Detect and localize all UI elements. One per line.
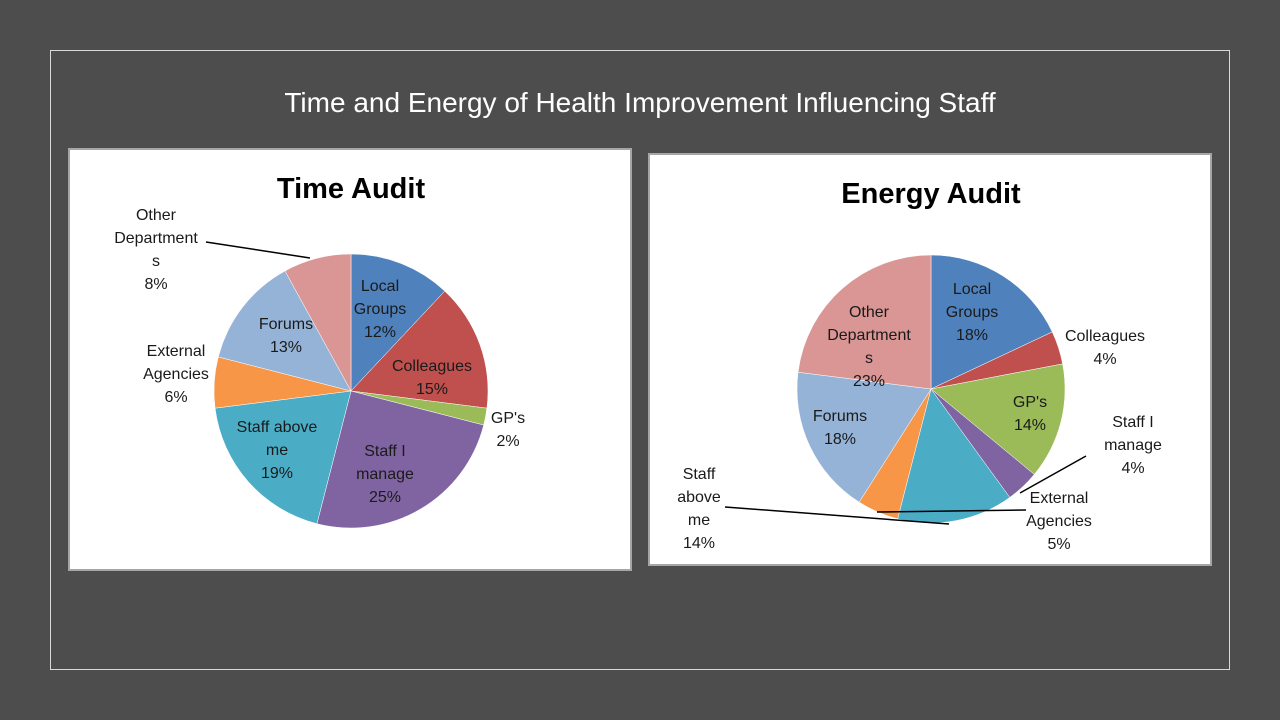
energy-audit-slice-other-department-s — [797, 254, 932, 390]
time-audit-label-staff-above-me: Staff above me 19% — [237, 419, 318, 482]
energy-audit-slice-gp-s — [930, 363, 1066, 475]
energy-audit-pie-svg: Energy Audit Local Groups 18% Colleagues 4% GP… — [677, 178, 1162, 553]
time-audit-label-local-groups: Local Groups 12% — [354, 278, 406, 341]
time-audit-leader-other-department-s — [205, 241, 311, 259]
energy-audit-label-staff-above-me: Staff above me 14% — [677, 466, 721, 552]
time-audit-label-forums: Forums 13% — [259, 316, 313, 356]
time-audit-label-external-agencies: External Agencies 6% — [143, 343, 209, 406]
time-audit-chart: Time Audit Local Groups 12% Colleagues 15% GP'… — [68, 148, 632, 571]
time-audit-slice-colleagues — [350, 290, 489, 409]
time-audit-label-other-department-s: Other Department s 8% — [114, 207, 198, 293]
energy-audit-slice-local-groups — [930, 254, 1053, 390]
time-audit-slice-forums — [217, 270, 352, 392]
energy-audit-label-local-groups: Local Groups 18% — [946, 281, 998, 344]
energy-audit-label-other-department-s: Other Department s 23% — [827, 304, 911, 390]
time-audit-label-gp-s: GP's 2% — [491, 410, 525, 450]
energy-audit-leader-staff-above-me — [724, 506, 950, 525]
energy-audit-leader-staff-i-manage — [1019, 455, 1087, 494]
energy-audit-slice-forums — [796, 371, 932, 503]
energy-audit-chart: Energy Audit Local Groups 18% Colleagues 4% GP… — [648, 153, 1212, 566]
energy-audit-label-external-agencies: External Agencies 5% — [1026, 490, 1092, 553]
time-audit-label-colleagues: Colleagues 15% — [392, 358, 472, 398]
time-audit-slice-other-department-s — [284, 253, 352, 392]
time-audit-slice-staff-i-manage — [316, 390, 485, 529]
time-audit-slice-local-groups — [350, 253, 446, 392]
time-audit-title: Time Audit — [277, 173, 426, 205]
energy-audit-label-gp-s: GP's 14% — [1013, 394, 1047, 434]
time-audit-slice-staff-above-me — [214, 390, 352, 525]
energy-audit-label-forums: Forums 18% — [813, 408, 867, 448]
energy-audit-leader-external-agencies — [876, 509, 1027, 513]
time-audit-pie-svg: Time Audit Local Groups 12% Colleagues 15% GP'… — [114, 173, 525, 529]
energy-audit-title: Energy Audit — [841, 178, 1021, 210]
slide-frame: Time and Energy of Health Improvement In… — [50, 50, 1230, 670]
energy-audit-label-colleagues: Colleagues 4% — [1065, 328, 1145, 368]
slide-title: Time and Energy of Health Improvement In… — [284, 87, 996, 118]
